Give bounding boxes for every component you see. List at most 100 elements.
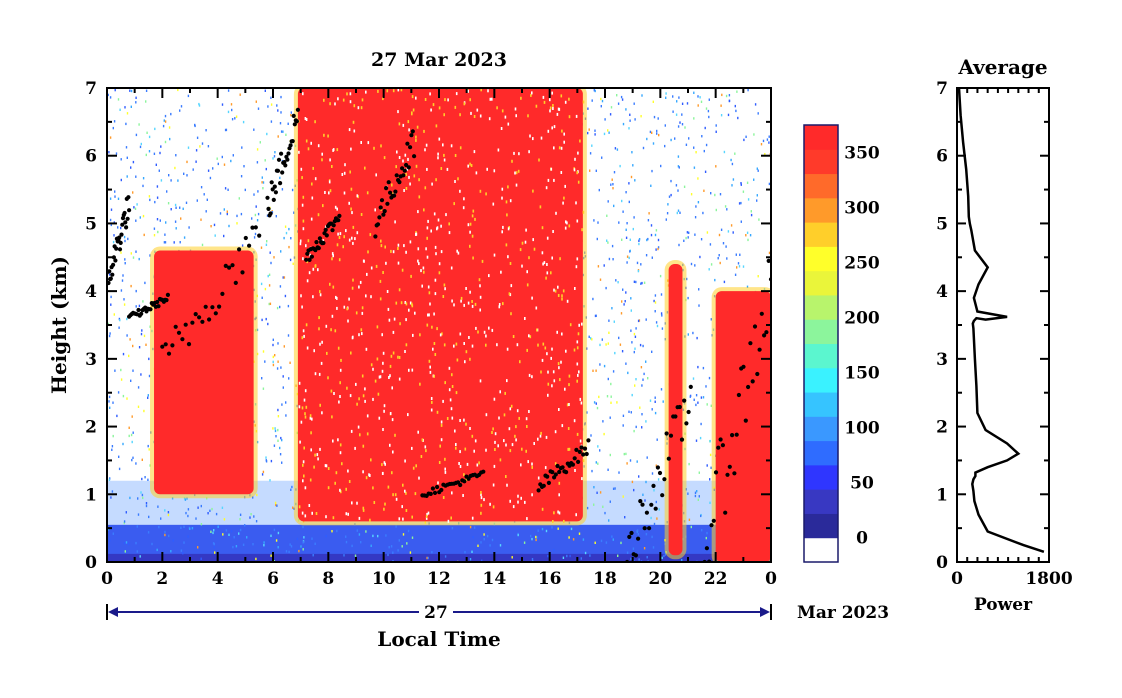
red-speck [339, 443, 342, 447]
echo-dot [462, 479, 467, 484]
noise-speck [599, 343, 601, 347]
noise-speck [227, 89, 230, 92]
noise-speck [135, 133, 138, 137]
noise-speck [695, 439, 698, 442]
red-speck [303, 446, 305, 450]
red-speck [346, 92, 348, 96]
noise-speck [272, 355, 274, 359]
red-speck [417, 430, 419, 434]
noise-speck [277, 428, 279, 432]
noise-speck [610, 401, 612, 404]
noise-speck [743, 138, 745, 142]
noise-speck [213, 546, 215, 549]
y-tick-label: 7 [85, 79, 97, 99]
noise-speck [124, 106, 126, 109]
noise-speck [636, 460, 638, 463]
colorbar-label: 50 [850, 474, 874, 494]
red-speck [418, 262, 420, 266]
red-speck [385, 261, 387, 265]
red-speck [324, 464, 327, 468]
red-speck [485, 192, 487, 196]
noise-speck [594, 541, 596, 544]
black-echo-layer [107, 107, 771, 562]
noise-speck [274, 354, 276, 357]
red-speck [365, 476, 368, 480]
colorbar-block [804, 464, 838, 490]
red-speck [298, 505, 301, 509]
noise-speck [164, 114, 167, 118]
noise-speck [224, 128, 227, 132]
avg-y-tick-label: 3 [936, 350, 948, 370]
echo-dot [382, 209, 387, 214]
colorbar-label: 250 [844, 254, 880, 274]
noise-speck [131, 458, 133, 462]
red-speck [576, 362, 579, 366]
noise-speck [715, 124, 717, 127]
red-speck [550, 271, 552, 275]
echo-dot [545, 474, 550, 479]
red-speck [319, 293, 322, 297]
red-speck [397, 243, 400, 247]
noise-speck [619, 164, 621, 168]
red-speck [304, 415, 307, 419]
red-speck [480, 493, 482, 497]
noise-speck [677, 209, 680, 212]
avg-y-tick-label: 0 [936, 553, 948, 573]
red-speck [350, 351, 352, 355]
red-speck [412, 108, 415, 112]
red-speck [512, 505, 515, 509]
noise-speck [276, 504, 278, 507]
noise-speck [634, 335, 637, 338]
red-speck [436, 327, 438, 331]
red-speck [340, 358, 342, 362]
noise-speck [228, 533, 230, 536]
red-speck [435, 124, 438, 128]
noise-speck [281, 461, 283, 464]
red-speck [438, 271, 441, 275]
noise-speck [230, 103, 233, 106]
noise-speck [164, 530, 166, 534]
red-speck [307, 239, 310, 243]
noise-speck [265, 243, 268, 246]
red-speck [541, 226, 544, 230]
red-speck [356, 231, 359, 235]
echo-dot [660, 493, 665, 498]
red-speck [336, 296, 338, 300]
noise-speck [688, 462, 690, 466]
noise-speck [704, 170, 707, 173]
noise-speck [553, 548, 555, 552]
red-speck [437, 218, 440, 222]
noise-speck [768, 251, 771, 255]
noise-speck [642, 378, 644, 381]
echo-dot [304, 257, 309, 262]
noise-speck [719, 261, 721, 265]
red-speck [304, 486, 307, 490]
red-speck [389, 364, 392, 368]
noise-speck [637, 533, 639, 536]
noise-speck [710, 318, 712, 321]
noise-speck [768, 141, 770, 144]
noise-speck [273, 155, 276, 158]
red-speck [532, 137, 534, 141]
red-speck [444, 381, 446, 385]
noise-speck [694, 233, 696, 236]
noise-speck [611, 535, 613, 538]
red-speck [433, 312, 435, 316]
red-speck [551, 256, 553, 260]
red-speck [472, 209, 475, 213]
noise-speck [634, 118, 636, 121]
noise-speck [289, 543, 291, 546]
noise-speck [658, 133, 660, 137]
noise-speck [613, 204, 615, 208]
noise-speck [645, 360, 647, 363]
noise-speck [239, 528, 242, 532]
red-speck [568, 374, 571, 378]
red-speck [450, 516, 452, 520]
echo-dot [336, 218, 341, 223]
red-speck [318, 372, 321, 376]
noise-speck [593, 401, 596, 404]
noise-speck [398, 539, 400, 542]
red-speck [336, 306, 338, 310]
red-speck [299, 242, 302, 246]
red-speck [357, 425, 360, 429]
